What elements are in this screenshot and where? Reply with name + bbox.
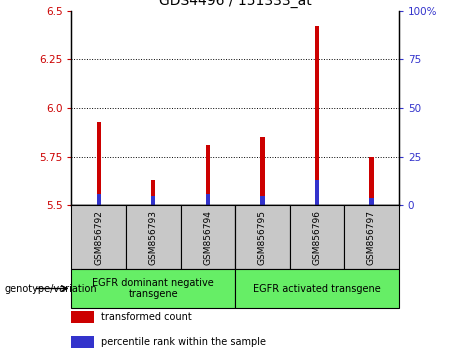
- Text: GSM856796: GSM856796: [313, 210, 321, 265]
- Bar: [181, 205, 235, 269]
- Bar: [290, 205, 344, 269]
- Text: percentile rank within the sample: percentile rank within the sample: [101, 337, 266, 347]
- Bar: [151, 180, 155, 205]
- Bar: [71, 336, 95, 348]
- Text: transformed count: transformed count: [101, 312, 192, 322]
- Bar: [71, 269, 235, 308]
- Bar: [315, 26, 319, 205]
- Bar: [260, 195, 265, 205]
- Bar: [260, 137, 265, 205]
- Text: GSM856794: GSM856794: [203, 210, 213, 265]
- Text: GSM856792: GSM856792: [94, 210, 103, 265]
- Bar: [206, 145, 210, 205]
- Title: GDS4496 / 151333_at: GDS4496 / 151333_at: [159, 0, 312, 8]
- Bar: [235, 205, 290, 269]
- Bar: [151, 195, 155, 205]
- Text: GSM856793: GSM856793: [149, 210, 158, 265]
- Text: GSM856797: GSM856797: [367, 210, 376, 265]
- Bar: [315, 180, 319, 205]
- Bar: [235, 269, 399, 308]
- Text: EGFR dominant negative
transgene: EGFR dominant negative transgene: [92, 278, 214, 299]
- Bar: [96, 194, 101, 205]
- Bar: [206, 194, 210, 205]
- Bar: [71, 311, 95, 323]
- Bar: [71, 205, 126, 269]
- Bar: [126, 205, 181, 269]
- Bar: [96, 122, 101, 205]
- Text: EGFR activated transgene: EGFR activated transgene: [253, 284, 381, 293]
- Bar: [344, 205, 399, 269]
- Bar: [369, 198, 374, 205]
- Text: GSM856795: GSM856795: [258, 210, 267, 265]
- Text: genotype/variation: genotype/variation: [5, 284, 97, 293]
- Bar: [369, 156, 374, 205]
